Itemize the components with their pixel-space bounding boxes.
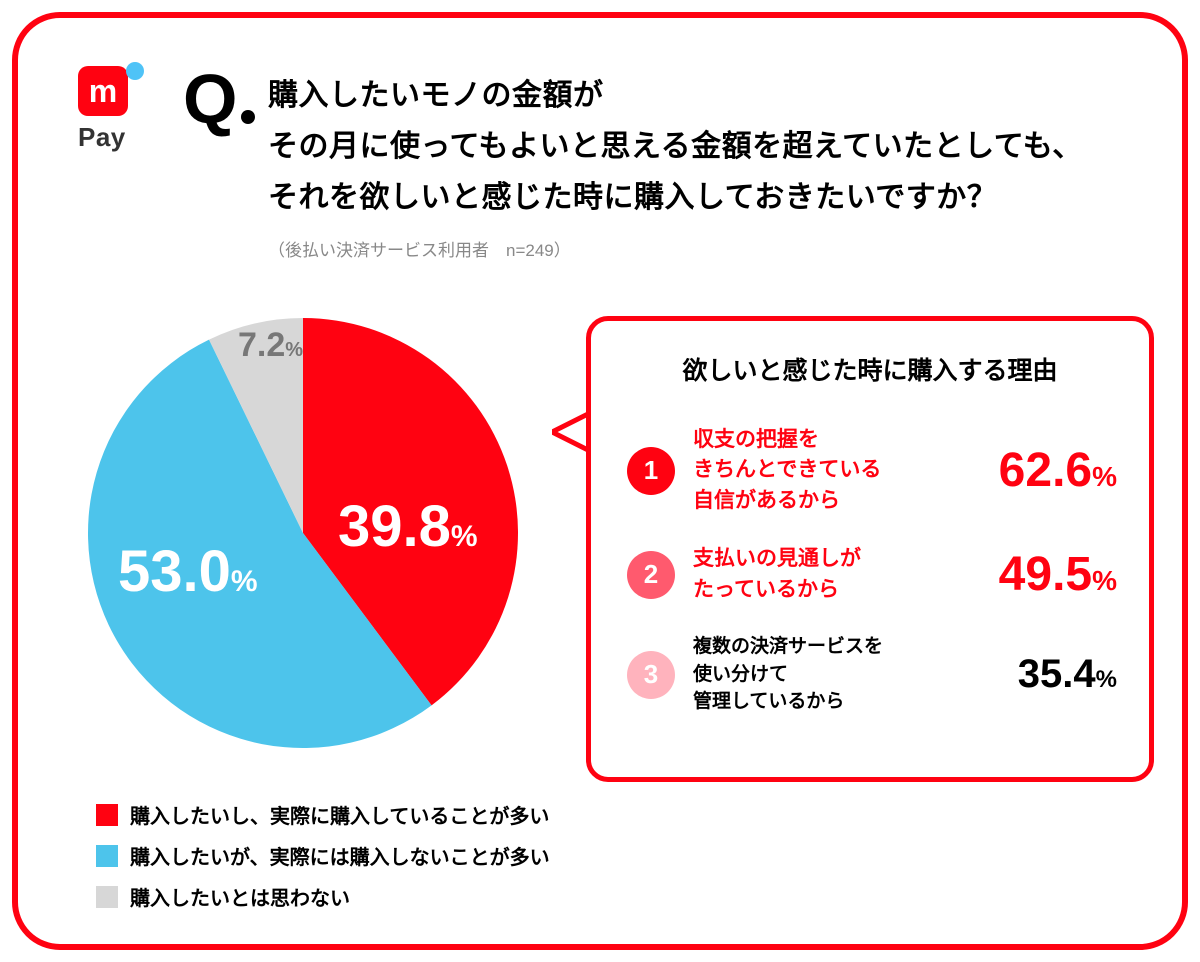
reason-row: 2 支払いの見通しがたっているから49.5% [591,530,1149,619]
question-block: Q 購入したいモノの金額が その月に使ってもよいと思える金額を超えていたとしても… [183,64,1143,134]
legend-text: 購入したいし、実際に購入していることが多い [130,800,549,829]
reason-text: 収支の把握をきちんとできている自信があるから [693,425,989,516]
pie-label-grey: 7.2% [238,326,303,365]
reason-row: 3 複数の決済サービスを使い分けて管理しているから35.4% [591,619,1149,730]
merpay-logo-square: m [78,66,128,116]
legend-row: 購入したいが、実際には購入しないことが多い [96,841,550,870]
reason-rank-badge: 1 [627,447,675,495]
reason-percent: 62.6% [999,443,1117,498]
question-line-2: その月に使ってもよいと思える金額を超えていたとしても、 [268,121,1083,172]
reason-row: 1 収支の把握をきちんとできている自信があるから62.6% [591,411,1149,530]
legend-swatch-icon [96,845,118,867]
merpay-logo-dot-icon [126,62,144,80]
legend-row: 購入したいし、実際に購入していることが多い [96,800,550,829]
pie-legend: 購入したいし、実際に購入していることが多い購入したいが、実際には購入しないことが… [96,788,550,923]
question-marker: Q [183,64,237,134]
reasons-title: 欲しいと感じた時に購入する理由 [591,351,1149,387]
reasons-list: 1 収支の把握をきちんとできている自信があるから62.6% 2 支払いの見通しがたって… [591,411,1149,730]
legend-swatch-icon [96,804,118,826]
merpay-logo-mark: m [78,66,142,116]
legend-swatch-icon [96,886,118,908]
question-marker-dot-icon [241,110,255,124]
infographic-card: m Pay Q 購入したいモノの金額が その月に使ってもよいと思える金額を超えて… [12,12,1188,950]
pie-label-red: 39.8% [338,493,478,560]
merpay-logo-word: Pay [78,122,142,153]
pie-label-blue: 53.0% [118,538,258,605]
legend-text: 購入したいが、実際には購入しないことが多い [130,841,550,870]
merpay-logo: m Pay [78,66,142,153]
question-note: （後払い決済サービス利用者 n=249） [268,236,571,261]
reasons-callout: 欲しいと感じた時に購入する理由 1 収支の把握をきちんとできている自信があるから6… [586,316,1154,782]
reason-text: 支払いの見通しがたっているから [693,544,989,605]
merpay-logo-letter: m [89,75,117,107]
reason-percent: 49.5% [999,547,1117,602]
reason-percent: 35.4% [1018,652,1117,697]
reason-rank-badge: 2 [627,551,675,599]
legend-text: 購入したいとは思わない [130,882,350,911]
pie-chart: 39.8% 53.0% 7.2% [88,318,518,748]
question-line-3: それを欲しいと感じた時に購入しておきたいですか？ [268,172,1083,223]
question-text: 購入したいモノの金額が その月に使ってもよいと思える金額を超えていたとしても、 … [268,70,1083,223]
reason-text: 複数の決済サービスを使い分けて管理しているから [693,633,1008,716]
reason-rank-badge: 3 [627,651,675,699]
legend-row: 購入したいとは思わない [96,882,550,911]
question-line-1: 購入したいモノの金額が [268,70,1083,121]
